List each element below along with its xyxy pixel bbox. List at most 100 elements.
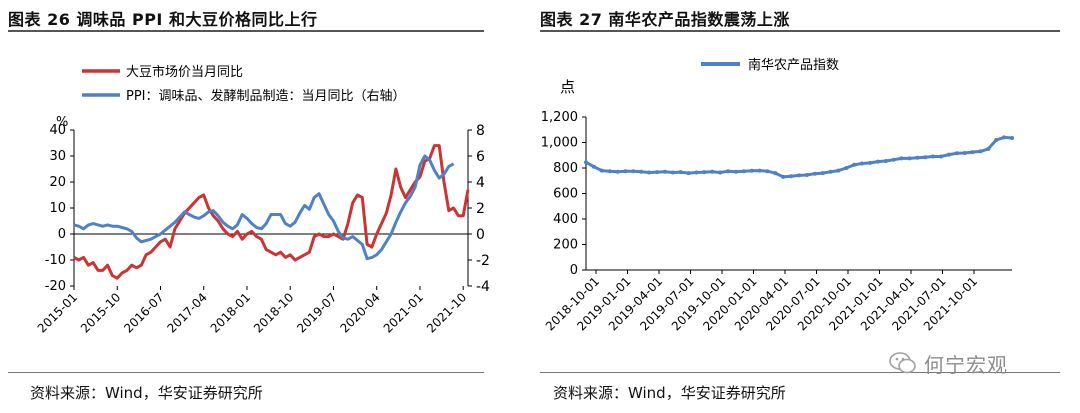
nanhua-data-point: [647, 170, 652, 175]
nanhua-data-point: [923, 155, 928, 160]
soybean-price-yoy-line: [73, 144, 470, 280]
left-x-tick-label: 2015-01: [35, 290, 80, 335]
nanhua-data-point: [584, 160, 588, 165]
nanhua-data-point: [749, 168, 754, 173]
nanhua-data-point: [607, 169, 612, 174]
nanhua-data-point: [733, 169, 738, 174]
left-x-tick-label: 2019-07: [294, 290, 339, 335]
nanhua-data-point: [954, 151, 959, 156]
nanhua-data-point: [694, 170, 699, 175]
left-x-tick-label: 2015-10: [78, 290, 123, 335]
nanhua-data-point: [970, 150, 975, 155]
left-y-tick-label: 30: [49, 149, 66, 164]
nanhua-data-point: [986, 146, 991, 151]
nanhua-data-point: [702, 170, 707, 175]
nanhua-data-point: [765, 169, 770, 174]
left-y-tick-label: -10: [45, 253, 66, 268]
left-x-tick-label: 2020-04: [337, 290, 382, 335]
nanhua-data-point: [804, 173, 809, 177]
left-chart-title: 图表 26 调味品 PPI 和大豆价格同比上行: [8, 10, 318, 29]
right-y-tick-label: -2: [476, 253, 490, 269]
nanhua-data-point: [639, 169, 644, 174]
left-x-tick-label: 2017-04: [164, 290, 209, 335]
right-chart-y-tick-label: 1,000: [541, 136, 578, 151]
nanhua-data-point: [868, 160, 872, 165]
watermark-text: 何宁宏观: [924, 352, 1008, 377]
nanhua-data-point: [844, 166, 849, 170]
nanhua-data-point: [686, 171, 691, 176]
nanhua-data-point: [860, 161, 865, 166]
nanhua-data-point: [946, 152, 951, 157]
watermark: 何宁宏观: [888, 348, 1063, 378]
right-y-tick-label: 0: [476, 227, 485, 243]
left-y-tick-label: 40: [49, 123, 66, 138]
right-y-tick-label: 4: [476, 175, 485, 191]
nanhua-data-point: [836, 168, 841, 173]
left-x-tick-label: 2016-07: [121, 290, 166, 335]
right-chart-y-tick-label: 1,200: [541, 110, 578, 125]
nanhua-data-point: [631, 169, 636, 174]
left-x-tick-label: 2018-10: [251, 290, 296, 335]
nanhua-data-point: [615, 169, 620, 174]
nanhua-data-point: [662, 169, 667, 174]
nanhua-data-point: [852, 162, 857, 167]
left-x-tick-label: 2021-01: [381, 290, 426, 335]
right-chart-y-tick-label: 200: [553, 238, 578, 253]
nanhua-data-point: [757, 168, 762, 173]
right-source-note: 资料来源：Wind，华安证券研究所: [553, 384, 786, 402]
nanhua-data-point: [820, 171, 825, 176]
nanhua-data-point: [599, 168, 604, 173]
nanhua-data-point: [931, 154, 936, 159]
nanhua-data-point: [726, 169, 730, 174]
nanhua-data-point: [789, 174, 794, 179]
right-y-tick-label: 2: [476, 201, 485, 217]
left-y-tick-label: 20: [49, 175, 66, 190]
left-y-unit: %: [56, 115, 68, 130]
left-source-note: 资料来源：Wind，华安证券研究所: [30, 384, 263, 402]
nanhua-data-point: [1010, 136, 1014, 140]
nanhua-data-point: [994, 138, 999, 142]
nanhua-data-point: [828, 169, 833, 174]
nanhua-data-point: [962, 151, 967, 155]
nanhua-data-point: [710, 169, 715, 174]
nanhua-data-point: [1002, 135, 1007, 140]
right-chart-y-tick-label: 400: [553, 212, 578, 227]
right-y-tick-label: 8: [476, 123, 485, 139]
legend-label-nanhua: 南华农产品指数: [748, 57, 839, 73]
nanhua-data-point: [670, 170, 675, 175]
left-x-tick-label: 2018-01: [208, 290, 253, 335]
right-bottom-divider: [540, 372, 1060, 373]
nanhua-data-point: [781, 174, 786, 179]
nanhua-data-point: [891, 157, 896, 162]
nanhua-data-point: [915, 155, 920, 160]
right-chart-y-tick-label: 600: [553, 187, 578, 202]
nanhua-data-point: [718, 170, 723, 175]
nanhua-data-point: [591, 164, 596, 169]
legend-label-ppi: PPI：调味品、发酵制品制造：当月同比（右轴）: [126, 88, 406, 104]
right-y-tick-label: -4: [476, 279, 490, 295]
nanhua-data-point: [812, 171, 817, 176]
right-title-divider: [540, 30, 1060, 32]
left-y-tick-label: 0: [58, 227, 66, 242]
nanhua-data-point: [978, 149, 983, 154]
left-title-divider: [8, 30, 484, 32]
nanhua-data-point: [883, 159, 888, 163]
right-chart-y-tick-label: 0: [570, 263, 578, 278]
left-y-tick-label: 10: [49, 201, 66, 216]
nanhua-data-point: [875, 159, 880, 164]
nanhua-data-point: [773, 171, 778, 176]
nanhua-data-point: [623, 169, 628, 174]
right-chart-y-unit: 点: [560, 78, 575, 96]
nanhua-data-point: [741, 169, 746, 174]
right-chart-title: 图表 27 南华农产品指数震荡上涨: [540, 10, 790, 29]
right-y-tick-label: 6: [476, 149, 485, 165]
nanhua-data-point: [678, 170, 683, 175]
nanhua-data-point: [907, 156, 912, 161]
left-x-tick-label: 2021-10: [424, 290, 469, 335]
right-chart-y-tick-label: 800: [553, 161, 578, 176]
nanhua-data-point: [655, 170, 659, 175]
left-y-tick-label: -20: [45, 279, 66, 294]
condiment-ppi-yoy-line: [73, 154, 455, 261]
nanhua-data-point: [797, 173, 801, 178]
